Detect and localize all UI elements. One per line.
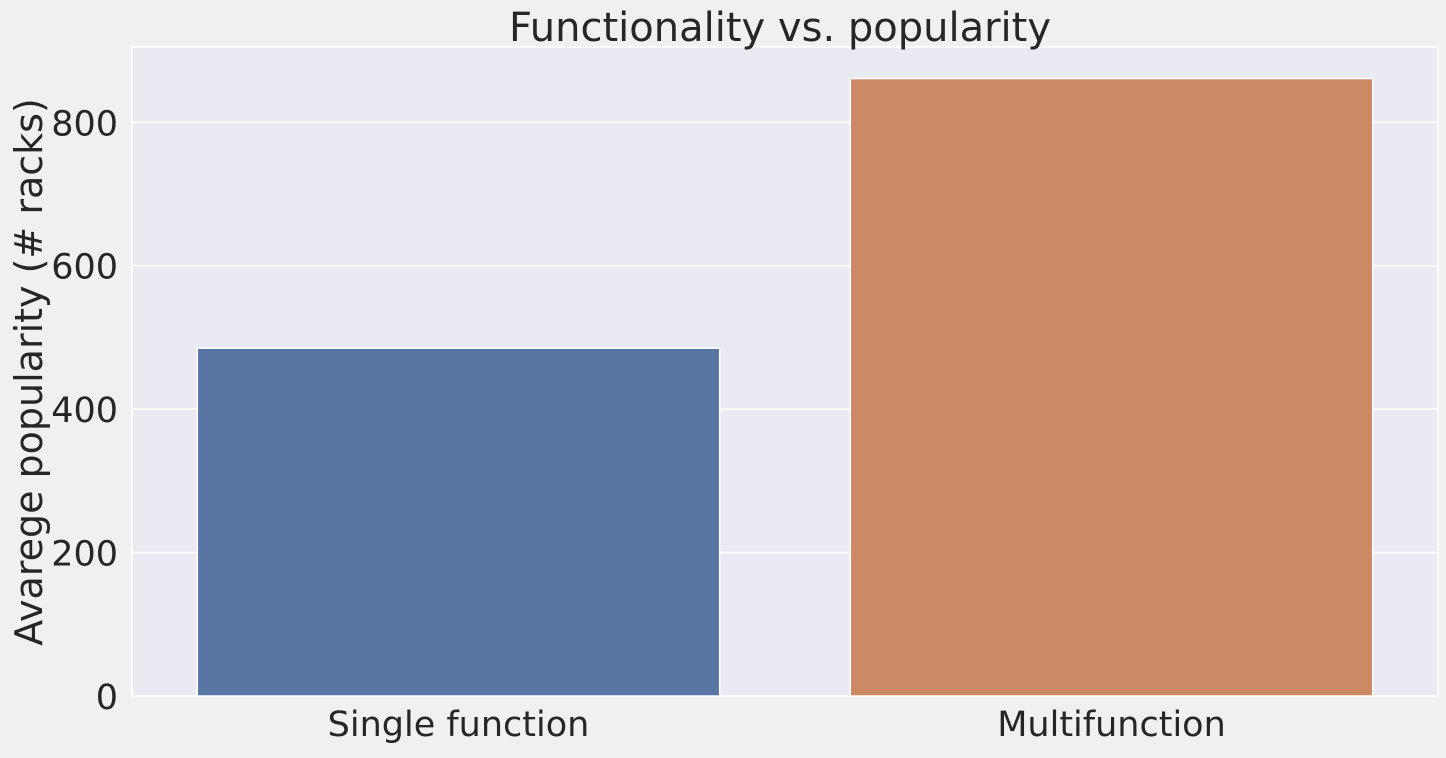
y-tick-label: 200 [51,535,118,575]
y-tick-label: 0 [96,678,118,718]
y-tick-labels: 0 200 400 600 800 [51,104,118,718]
y-axis-label: Avarege popularity (# racks) [7,98,51,646]
y-tick-label: 800 [51,104,118,144]
x-tick-labels: Single function Multifunction [328,705,1226,745]
y-tick-label: 600 [51,248,118,288]
chart-title: Functionality vs. popularity [509,5,1051,51]
x-tick-label: Single function [328,705,590,745]
bars [196,77,1374,697]
plot-frame [131,46,1439,697]
y-tick-label: 400 [51,391,118,431]
bar-multifunction [849,77,1374,697]
bar-single-function [196,347,721,697]
x-tick-label: Multifunction [997,705,1226,745]
